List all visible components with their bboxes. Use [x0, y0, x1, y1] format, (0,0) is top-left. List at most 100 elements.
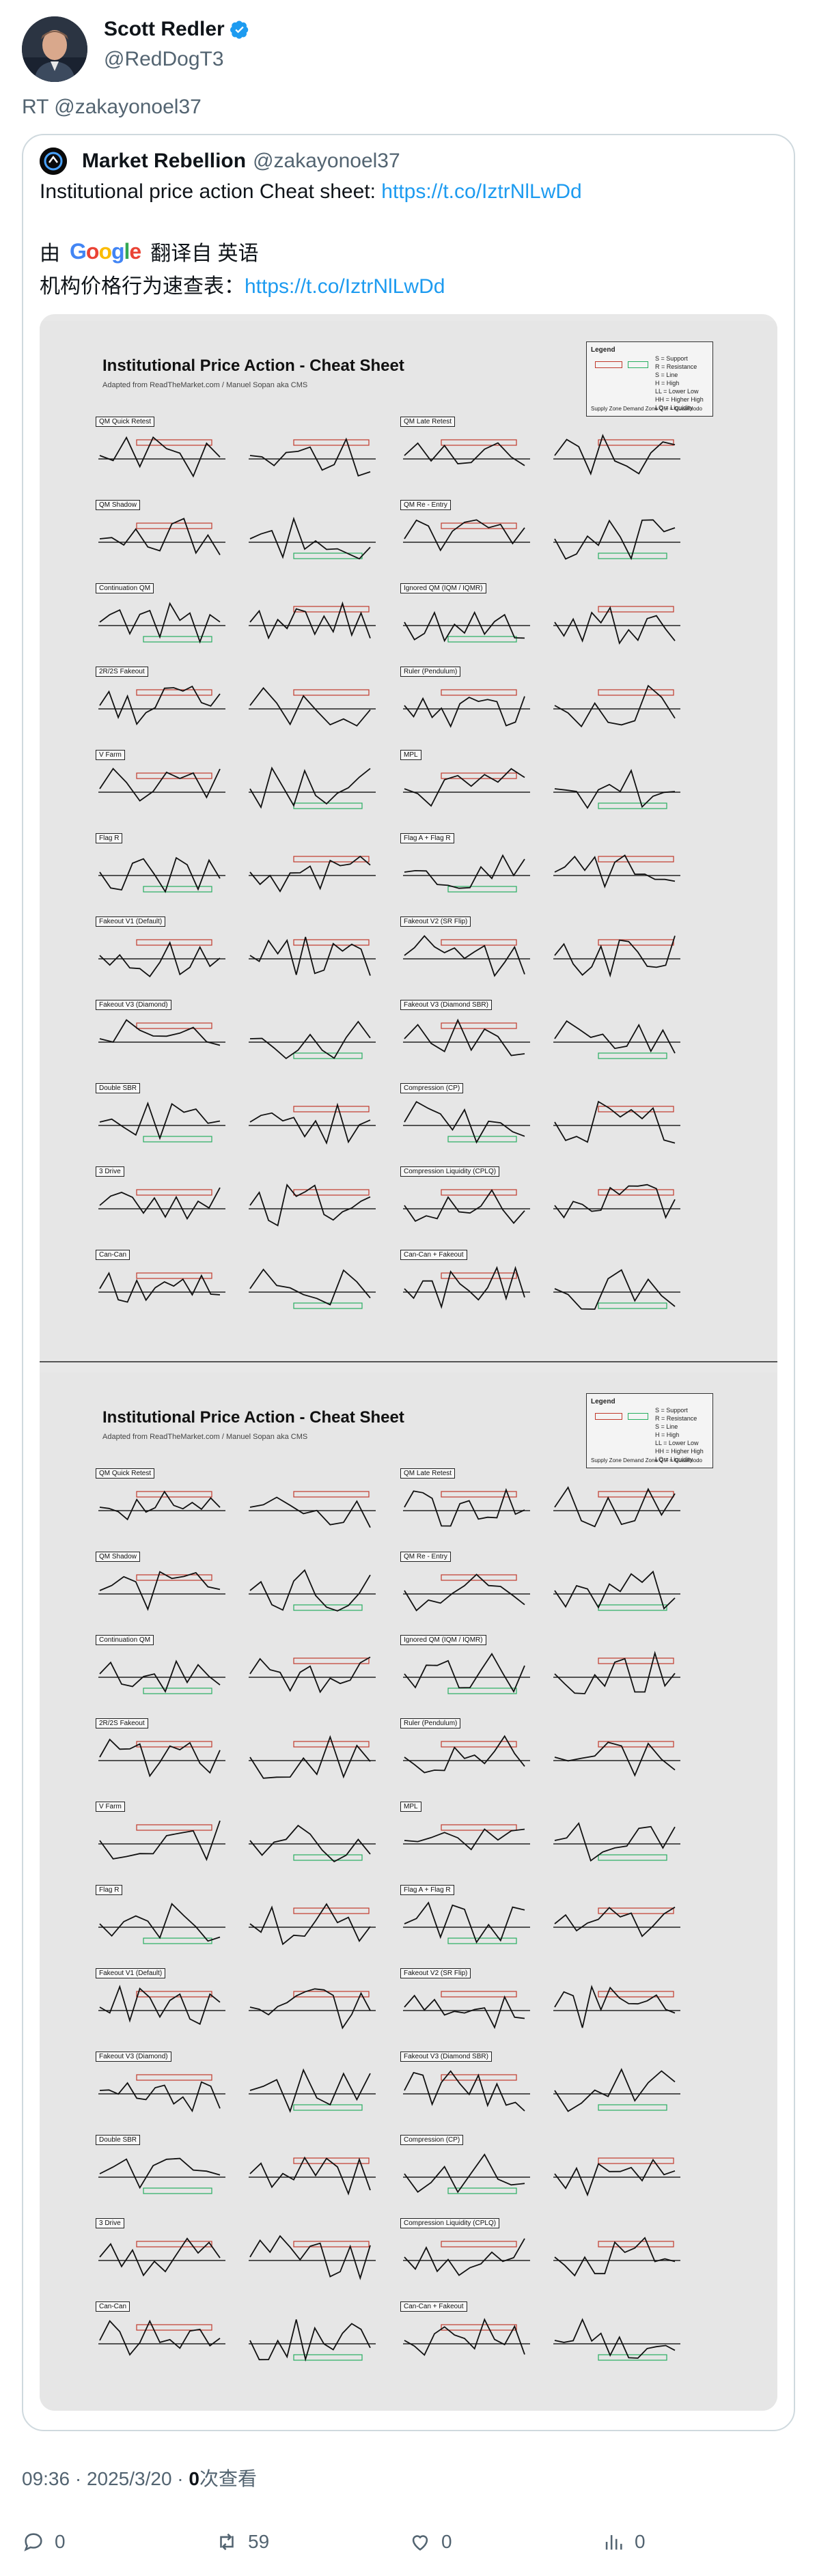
price-path: [249, 766, 371, 809]
bar-chart-icon: [605, 2535, 622, 2550]
supply-zone: [598, 2157, 674, 2164]
pattern-sketch: [98, 601, 376, 644]
price-path: [554, 1269, 676, 1310]
pattern-diagram: QM Late Retest: [400, 417, 701, 488]
author-name-row[interactable]: Scott Redler: [104, 18, 249, 41]
author-handle[interactable]: @RedDogT3: [104, 48, 224, 70]
legend-item: S = Support: [655, 1407, 688, 1414]
price-path: [99, 1985, 221, 2026]
supply-zone: [136, 772, 212, 779]
supply-zone: [441, 1491, 517, 1498]
pattern-diagram: QM Re - Entry: [400, 500, 701, 571]
pattern-label: Can-Can + Fakeout: [400, 1250, 467, 1260]
pattern-diagram: Fakeout V3 (Diamond): [96, 1000, 396, 1071]
quoted-handle[interactable]: @zakayonoel37: [253, 150, 400, 172]
pattern-label: Continuation QM: [96, 583, 154, 593]
pattern-sketch: [98, 2068, 376, 2113]
author-display-name[interactable]: Scott Redler: [104, 18, 225, 40]
supply-zone: [293, 1106, 370, 1112]
legend-items: S = Support R = Resistance S = Line H = Hig…: [655, 354, 704, 412]
pattern-label: QM Late Retest: [400, 1468, 456, 1479]
translated-tweet-link[interactable]: https://t.co/IztrNlLwDd: [245, 275, 445, 298]
demand-zone: [143, 1688, 212, 1694]
price-path: [554, 768, 676, 809]
timestamp-text[interactable]: 09:36 · 2025/3/20 ·: [22, 2468, 189, 2489]
pattern-sketch: [403, 1735, 680, 1777]
quoted-tweet-card[interactable]: Market Rebellion @zakayonoel37 Instituti…: [22, 134, 795, 2431]
pattern-label: Fakeout V3 (Diamond SBR): [400, 2052, 492, 2062]
supply-zone: [441, 939, 517, 946]
pattern-sketch: [98, 516, 376, 560]
pattern-diagram: Flag R: [96, 833, 396, 904]
translate-source-label[interactable]: 翻译自 英语: [150, 242, 259, 265]
supply-zone: [136, 1189, 212, 1196]
price-path: [404, 1188, 525, 1224]
pattern-diagram: Ignored QM (IQM / IQMR): [400, 583, 701, 654]
pattern-diagram: Compression (CP): [400, 1083, 701, 1154]
like-button[interactable]: 0: [408, 2527, 602, 2557]
price-path: [249, 1903, 371, 1946]
price-path: [249, 686, 371, 727]
supply-zone: [598, 1189, 674, 1196]
pattern-label: Ignored QM (IQM / IQMR): [400, 583, 486, 593]
supply-zone: [441, 522, 517, 529]
price-path: [249, 2235, 371, 2280]
pattern-sketch: [403, 1821, 680, 1862]
supply-zone: [293, 689, 370, 696]
pattern-sketch: [98, 936, 376, 978]
price-path: [554, 2318, 676, 2359]
verified-badge-icon: [230, 20, 248, 39]
pattern-sketch: [403, 1265, 680, 1310]
price-path: [554, 434, 676, 476]
pattern-diagram: QM Shadow: [96, 500, 396, 571]
tweet-timestamp[interactable]: 09:36 · 2025/3/20 · 0次查看: [22, 2464, 257, 2491]
views-button[interactable]: 0: [602, 2527, 795, 2557]
pattern-diagram: Continuation QM: [96, 1635, 396, 1706]
pattern-label: 2R/2S Fakeout: [96, 1718, 148, 1728]
pattern-sketch: [98, 436, 376, 478]
supply-zone: [441, 689, 517, 696]
pattern-label: Fakeout V1 (Default): [96, 1968, 166, 1978]
author-avatar[interactable]: [22, 16, 87, 82]
google-logo: Google: [70, 238, 141, 264]
supply-zone: [136, 1272, 212, 1279]
demand-zone: [598, 2104, 667, 2111]
price-path: [99, 2319, 221, 2356]
quoted-tweet-link[interactable]: https://t.co/IztrNlLwDd: [381, 180, 582, 203]
price-path: [249, 936, 371, 976]
price-path: [554, 2158, 676, 2197]
demand-zone: [293, 802, 363, 809]
cheat-sheet-image[interactable]: Institutional Price Action - Cheat Sheet…: [40, 314, 777, 2411]
retweet-button[interactable]: 59: [215, 2527, 408, 2557]
supply-zone: [598, 606, 674, 613]
price-path: [99, 1660, 221, 1693]
pattern-label: Flag R: [96, 833, 123, 843]
pattern-sketch: [98, 1569, 376, 1612]
price-path: [554, 1651, 676, 1694]
cheat-sheet-panel-bottom: Institutional Price Action - Cheat Sheet…: [40, 1373, 777, 2411]
pattern-label: MPL: [400, 1802, 421, 1812]
price-path: [99, 2081, 221, 2113]
pattern-label: Fakeout V3 (Diamond): [96, 1000, 171, 1010]
supply-zone: [293, 2157, 370, 2164]
price-path: [404, 1018, 525, 1056]
pattern-diagram: Fakeout V3 (Diamond SBR): [400, 1000, 701, 1071]
quoted-author-avatar[interactable]: [40, 148, 67, 175]
price-path: [554, 1100, 676, 1144]
reply-button[interactable]: 0: [22, 2527, 215, 2557]
pattern-sketch: [98, 1268, 376, 1309]
legend-item: S = Support: [655, 355, 688, 362]
pattern-label: Flag A + Flag R: [400, 1885, 454, 1895]
price-path: [249, 1183, 371, 1227]
supply-zone: [598, 1741, 674, 1748]
price-path: [99, 602, 221, 644]
legend-item: H = High: [655, 380, 680, 387]
pattern-diagram: MPL: [400, 750, 701, 821]
supply-zone: [136, 1824, 212, 1831]
pattern-sketch: [403, 1486, 680, 1528]
pattern-label: Ruler (Pendulum): [400, 667, 461, 677]
pattern-sketch: [98, 1183, 376, 1227]
demand-zone: [293, 2354, 363, 2361]
quoted-display-name[interactable]: Market Rebellion: [82, 150, 247, 172]
supply-zone: [136, 522, 212, 529]
